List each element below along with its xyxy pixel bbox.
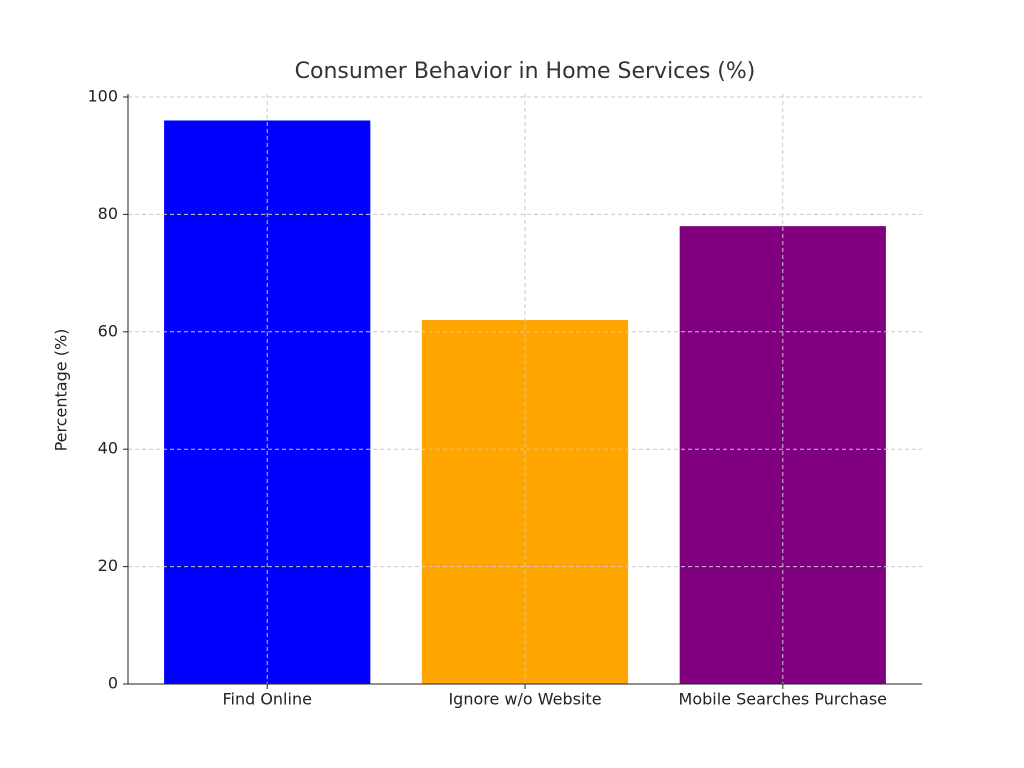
x-tick-label: Ignore w/o Website	[448, 690, 601, 709]
y-axis-label: Percentage (%)	[52, 329, 71, 452]
x-tick-label: Mobile Searches Purchase	[679, 690, 887, 709]
y-tick-label: 40	[98, 439, 118, 458]
y-tick-label: 20	[98, 556, 118, 575]
y-tick-label: 100	[87, 87, 118, 106]
y-tick-label: 80	[98, 204, 118, 223]
x-tick-label: Find Online	[222, 690, 311, 709]
y-tick-label: 60	[98, 321, 118, 340]
chart-title: Consumer Behavior in Home Services (%)	[295, 59, 756, 84]
y-tick-label: 0	[108, 674, 118, 693]
